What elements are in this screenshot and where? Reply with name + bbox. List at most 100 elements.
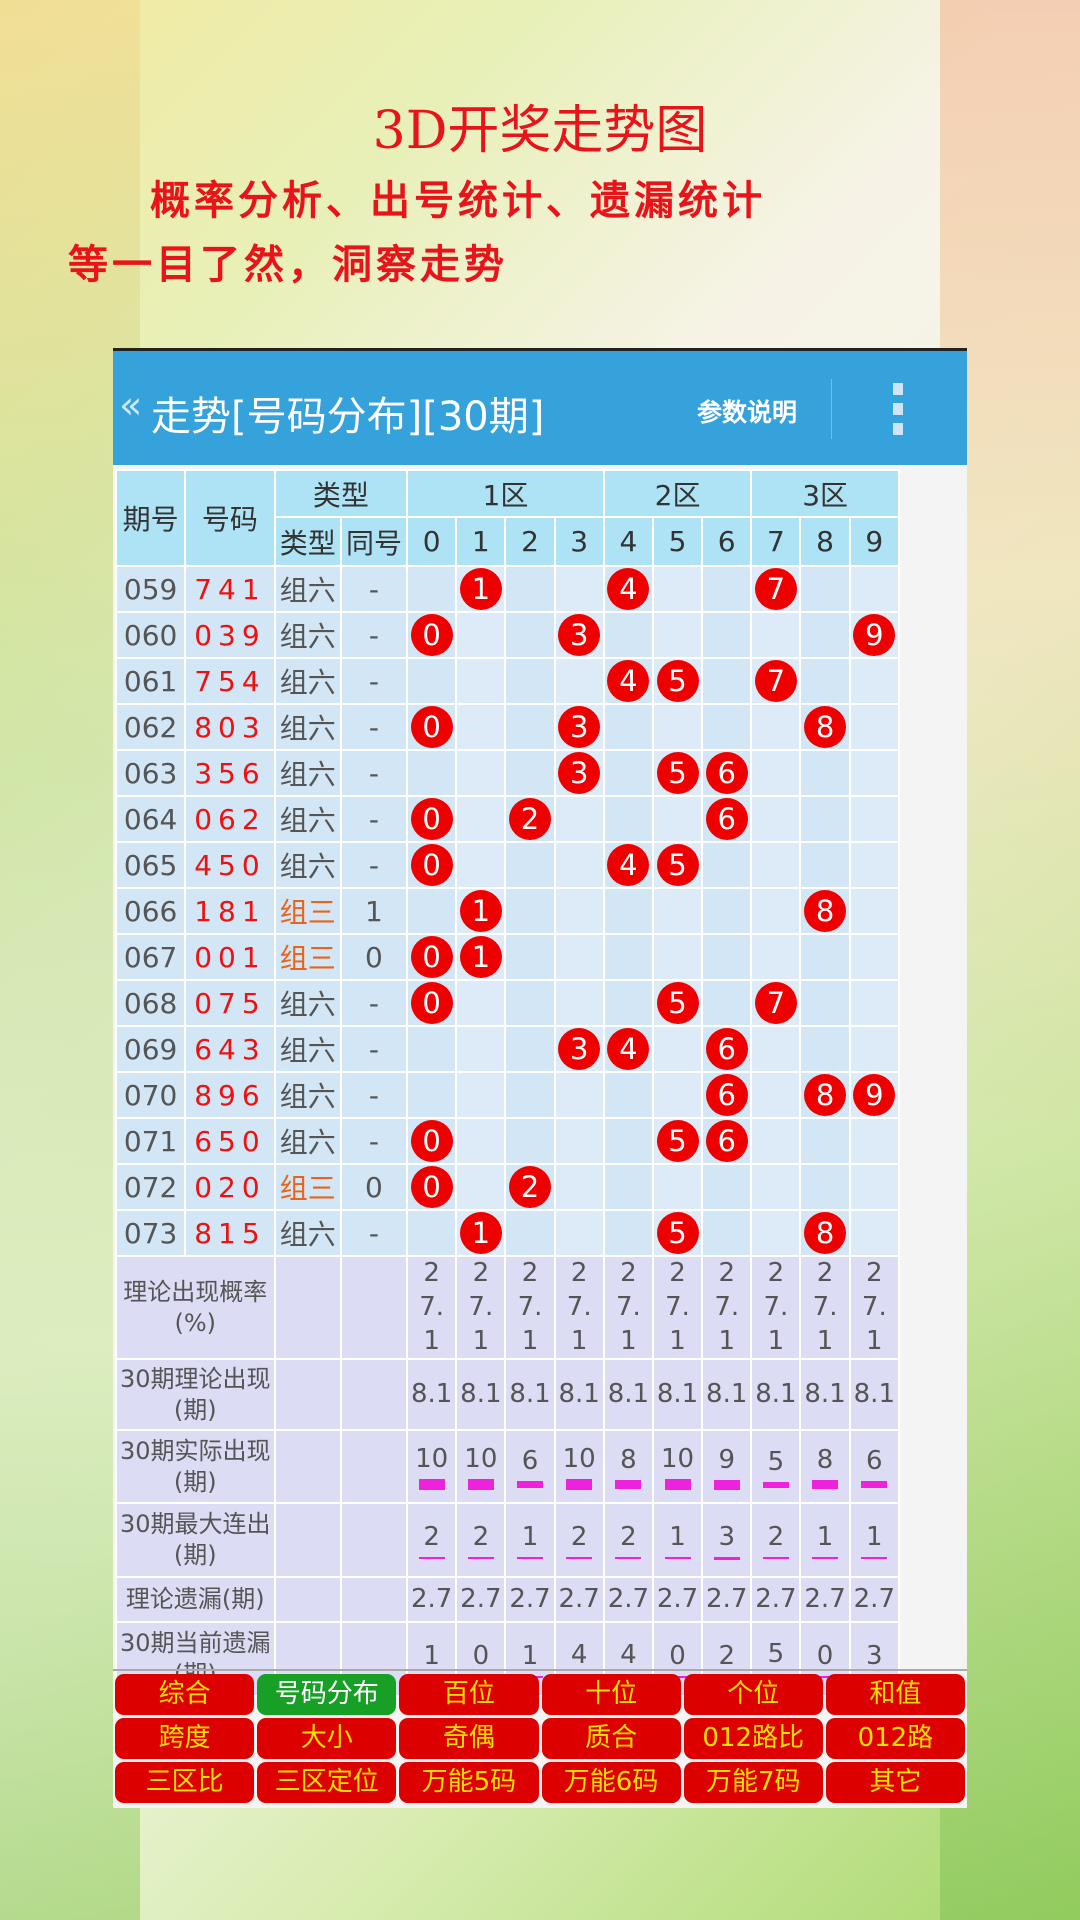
chart-tab-button[interactable]: 百位 [399, 1674, 539, 1715]
digit-cell: 8 [801, 1211, 849, 1255]
stat-value: 2 [752, 1504, 800, 1577]
stat-value: 2.7 [408, 1578, 456, 1622]
stat-value: 2.7 [506, 1578, 554, 1622]
stat-value: 27.1 [604, 1257, 652, 1359]
hit-ball: 1 [459, 1212, 502, 1254]
back-icon[interactable]: « [119, 383, 143, 427]
stat-value: 8.1 [408, 1360, 456, 1430]
chart-tab-button[interactable]: 012路 [825, 1718, 965, 1759]
stat-value-text: 4 [620, 1640, 637, 1671]
stat-bar [713, 1556, 740, 1560]
digit-cell [555, 1165, 603, 1209]
empty-cell [275, 1504, 340, 1577]
hit-ball: 7 [754, 568, 797, 610]
digit-cell [703, 981, 751, 1025]
hit-ball: 0 [410, 1120, 453, 1162]
chart-tab-button[interactable]: 个位 [683, 1674, 823, 1715]
stat-value: 8 [604, 1431, 652, 1503]
table-row: 067 001 组三 0 0 1 [117, 935, 898, 979]
stat-value-text: 0 [669, 1641, 686, 1672]
chart-tab-button[interactable]: 奇偶 [399, 1718, 539, 1759]
stat-value-text: 2.7 [410, 1583, 453, 1614]
digit-cell [703, 935, 751, 979]
chart-tab-button[interactable]: 和值 [825, 1674, 965, 1715]
digit-cell [703, 659, 751, 703]
stat-value-text: 3 [718, 1521, 735, 1552]
hit-ball: 3 [558, 752, 601, 794]
digit-cell: 4 [604, 567, 652, 611]
same-number: - [341, 751, 407, 795]
digit-cell [408, 1027, 456, 1071]
stat-bar [418, 1479, 445, 1491]
stat-value-text: 2 [423, 1522, 440, 1553]
stat-value: 6 [506, 1431, 554, 1503]
stat-bar [664, 1557, 691, 1560]
stat-value-text: 0 [472, 1641, 490, 1672]
hit-ball: 5 [656, 660, 699, 702]
type: 组六 [275, 1073, 340, 1117]
digit-cell [653, 1165, 702, 1209]
overflow-menu-icon[interactable] [893, 383, 903, 435]
header-period: 期号 [117, 471, 185, 565]
chart-tab-button[interactable]: 跨度 [115, 1718, 255, 1759]
chart-tab-button[interactable]: 万能5码 [399, 1762, 539, 1803]
promo-line-2: 等一目了然，洞察走势 [68, 241, 508, 288]
digit-cell: 5 [653, 981, 702, 1025]
digit-cell [801, 843, 849, 887]
chart-tab-button[interactable]: 大小 [257, 1718, 397, 1759]
same-number: 0 [341, 935, 407, 979]
divider [831, 379, 832, 439]
chart-tab-button[interactable]: 其它 [825, 1762, 965, 1803]
digit-cell: 6 [703, 1119, 751, 1163]
header-digit: 8 [801, 518, 849, 565]
digit-cell [408, 659, 456, 703]
digit-cell [801, 935, 849, 979]
draw-number: 741 [186, 567, 274, 611]
chart-tab-button[interactable]: 万能7码 [683, 1762, 823, 1803]
hit-ball: 4 [607, 1028, 650, 1070]
draw-number: 075 [186, 981, 274, 1025]
digit-cell: 5 [653, 659, 702, 703]
digit-cell: 6 [703, 1073, 751, 1117]
hit-ball: 0 [410, 844, 453, 886]
period: 067 [117, 935, 185, 979]
digit-cell [604, 935, 652, 979]
digit-cell [506, 613, 554, 657]
table-row: 069 643 组六 - 3 4 6 [117, 1027, 898, 1071]
draw-number: 001 [186, 935, 274, 979]
stat-value: 6 [850, 1431, 898, 1503]
digit-cell [752, 889, 800, 933]
stat-value-text: 2 [718, 1641, 735, 1672]
digit-cell: 7 [752, 567, 800, 611]
stats-row: 理论遗漏(期) 2.7 2.7 2.7 2.7 2.7 2.7 2.7 2.7 2.7 2.7 [117, 1578, 898, 1622]
chart-tab-button[interactable]: 质合 [541, 1718, 681, 1759]
stat-value-text: 2.7 [607, 1583, 650, 1614]
table-row: 066 181 组三 1 1 8 [117, 889, 898, 933]
hit-ball: 6 [705, 752, 748, 794]
chart-tab-button[interactable]: 万能6码 [541, 1762, 681, 1803]
digit-cell [604, 1073, 652, 1117]
stats-row: 30期最大连出(期) 2 2 1 2 2 1 3 2 1 1 [117, 1504, 898, 1577]
chart-tab-button[interactable]: 综合 [115, 1674, 255, 1715]
digit-cell: 0 [408, 1165, 456, 1209]
chart-tab-button[interactable]: 三区比 [115, 1762, 255, 1803]
hit-ball: 8 [804, 1212, 847, 1254]
digit-cell [506, 1073, 554, 1117]
stat-value-text: 9 [718, 1444, 735, 1475]
digit-cell [555, 843, 603, 887]
draw-number: 039 [186, 613, 274, 657]
chart-tab-button[interactable]: 三区定位 [257, 1762, 397, 1803]
stat-bar [762, 1481, 789, 1488]
stat-value: 2.7 [555, 1578, 603, 1622]
chart-tab-button[interactable]: 十位 [541, 1674, 681, 1715]
type: 组三 [275, 889, 340, 933]
chart-tab-button[interactable]: 号码分布 [257, 1674, 397, 1715]
digit-cell [457, 981, 505, 1025]
digit-cell [555, 889, 603, 933]
table-row: 070 896 组六 - 6 8 9 [117, 1073, 898, 1117]
hit-ball: 1 [459, 568, 502, 610]
parameter-help-button[interactable]: 参数说明 [697, 398, 798, 427]
digit-cell: 6 [703, 751, 751, 795]
chart-tab-button[interactable]: 012路比 [683, 1718, 823, 1759]
digit-cell [457, 705, 505, 749]
